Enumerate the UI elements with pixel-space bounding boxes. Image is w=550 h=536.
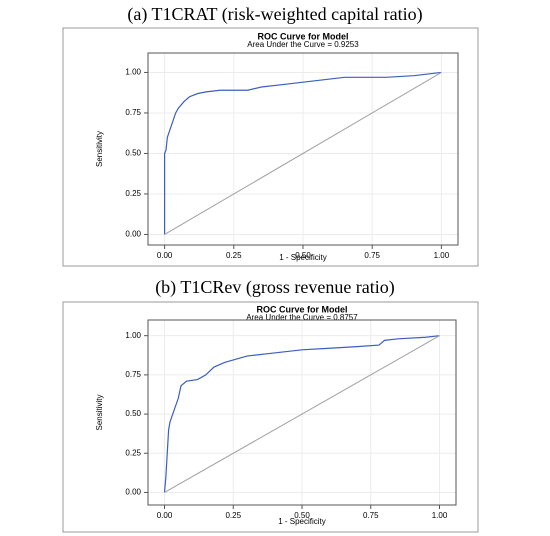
x-axis-label: 1 - Specificity	[278, 517, 326, 526]
x-tick-label: 1.00	[432, 511, 448, 520]
x-tick-label: 0.50	[295, 251, 311, 260]
y-tick-label: 0.50	[125, 149, 141, 158]
x-tick-label: 1.00	[434, 251, 450, 260]
x-tick-label: 0.25	[225, 511, 241, 520]
x-tick-label: 0.75	[364, 251, 380, 260]
y-tick-label: 1.00	[125, 68, 141, 77]
x-tick-label: 0.00	[157, 251, 173, 260]
reference-line	[164, 335, 440, 493]
panel-border	[62, 301, 479, 533]
y-tick-label: 0.50	[125, 409, 141, 418]
roc-curve	[163, 335, 440, 493]
chart-subtitle: Area Under the Curve = 0.8757	[246, 313, 358, 322]
y-tick-label: 0.00	[125, 488, 141, 497]
chart-title: ROC Curve for Model	[256, 304, 347, 314]
y-tick-label: 1.00	[125, 331, 141, 340]
panel-caption: (a) T1CRAT (risk-weighted capital ratio)	[127, 4, 422, 25]
chart-subtitle: Area Under the Curve = 0.9253	[247, 40, 359, 49]
y-tick-label: 0.75	[125, 370, 141, 379]
plot-frame	[147, 319, 457, 506]
x-tick-label: 0.00	[157, 511, 173, 520]
roc-curve	[164, 71, 442, 235]
panel-border	[62, 27, 479, 267]
y-tick-label: 0.00	[125, 230, 141, 239]
y-tick-label: 0.25	[125, 448, 141, 457]
y-tick-label: 0.25	[125, 189, 141, 198]
panel-caption: (b) T1CRev (gross revenue ratio)	[155, 277, 395, 298]
x-tick-label: 0.25	[226, 251, 242, 260]
y-axis-label: Sensitivity	[95, 131, 104, 167]
reference-line	[164, 72, 442, 235]
y-tick-label: 0.75	[125, 108, 141, 117]
y-axis-label: Sensitivity	[95, 394, 104, 430]
x-tick-label: 0.75	[363, 511, 379, 520]
x-axis-label: 1 - Specificity	[279, 253, 327, 262]
plot-frame	[147, 52, 459, 246]
chart-title: ROC Curve for Model	[257, 31, 348, 41]
x-tick-label: 0.50	[294, 511, 310, 520]
